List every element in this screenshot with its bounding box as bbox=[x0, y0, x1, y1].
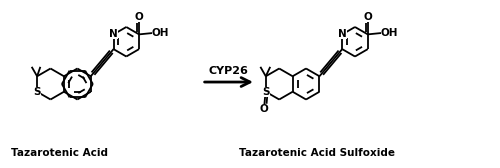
Text: O: O bbox=[364, 12, 372, 22]
Text: Tazarotenic Acid: Tazarotenic Acid bbox=[10, 148, 108, 158]
Text: O: O bbox=[134, 12, 143, 22]
Text: OH: OH bbox=[152, 28, 170, 38]
Text: S: S bbox=[262, 87, 270, 97]
Text: OH: OH bbox=[380, 28, 398, 38]
Text: CYP26: CYP26 bbox=[209, 66, 249, 76]
Text: N: N bbox=[338, 29, 346, 39]
Text: Tazarotenic Acid Sulfoxide: Tazarotenic Acid Sulfoxide bbox=[239, 148, 395, 158]
Text: O: O bbox=[260, 104, 268, 114]
Text: N: N bbox=[109, 29, 118, 39]
Text: S: S bbox=[34, 87, 41, 97]
